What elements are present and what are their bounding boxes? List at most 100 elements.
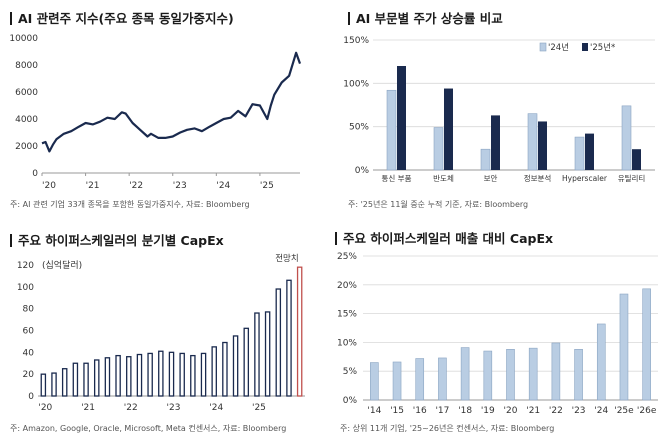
capex-bar	[136, 353, 143, 397]
x-tick-label: '19	[481, 406, 495, 416]
x-tick-label: 유틸리티	[618, 174, 646, 183]
x-tick-label: '15	[390, 406, 404, 416]
capex-bar	[40, 373, 47, 397]
bar	[397, 66, 406, 170]
chart4-title: 주요 하이퍼스케일러 매출 대비 CapEx	[335, 228, 553, 247]
bar	[574, 136, 585, 171]
y-tick-label: 20	[23, 370, 35, 380]
ratio-bar	[483, 350, 493, 401]
bar	[386, 89, 397, 171]
title-marker	[10, 234, 12, 247]
chart4-note: 주: 상위 11개 기업, '25~26년은 컨센서스, 자료: Bloombe…	[340, 424, 555, 433]
x-tick-label: Hyperscaler	[562, 174, 608, 183]
capex-bar	[104, 357, 111, 397]
x-tick-label: '24	[216, 181, 230, 191]
capex-bar	[243, 327, 250, 397]
y-tick-label: 6000	[15, 88, 38, 98]
capex-bar	[296, 266, 303, 397]
capex-bar	[147, 352, 153, 397]
capex-bar	[179, 352, 185, 397]
title-marker	[10, 12, 12, 25]
chart1-note: 주: AI 관련 기업 33개 종목을 포함한 동일가중지수, 자료: Bloo…	[10, 200, 250, 209]
ratio-bar	[370, 362, 379, 401]
bar	[632, 149, 641, 170]
forecast-annotation: 전망치	[275, 253, 298, 264]
capex-bar	[286, 279, 292, 397]
bar	[480, 148, 491, 171]
chart3-note: 주: Amazon, Google, Oracle, Microsoft, Me…	[10, 424, 287, 433]
capex-bar	[72, 362, 79, 397]
ratio-bar	[619, 293, 629, 401]
y-tick-label: 10%	[337, 338, 357, 348]
y-tick-label: 100	[17, 283, 34, 293]
x-tick-label: '22	[124, 403, 138, 413]
ratio-bar	[392, 361, 402, 401]
capex-bar	[232, 335, 239, 397]
capex-bar	[168, 351, 175, 397]
bar	[538, 121, 547, 170]
y-tick-label: 40	[23, 348, 35, 358]
chart4-title-text: 주요 하이퍼스케일러 매출 대비 CapEx	[343, 231, 554, 246]
capex-bar	[93, 359, 100, 397]
chart3-title: 주요 하이퍼스케일러의 분기별 CapEx	[10, 230, 224, 249]
capex-bar	[158, 350, 164, 397]
y-tick-label: 150%	[343, 36, 369, 46]
unit-label: (십억달러)	[42, 259, 82, 271]
y-tick-label: 80	[23, 305, 35, 315]
chart1-title-text: AI 관련주 지수(주요 종목 동일가중지수)	[18, 11, 234, 26]
x-tick-label: '26e	[637, 406, 657, 416]
chart3-bar-chart: 0 20 40 60 80 100 120 (십억달러) '20 '21 '22 '23 '24 '25 전…	[17, 253, 305, 413]
chart2-title-text: AI 부문별 주가 상승률 비교	[356, 11, 503, 26]
y-tick-label: 2000	[15, 142, 38, 152]
ratio-bar	[438, 357, 447, 401]
capex-bar	[115, 354, 121, 397]
capex-bar	[61, 368, 68, 397]
capex-bar	[275, 288, 282, 397]
x-tick-label: '25	[252, 403, 266, 413]
ratio-bar	[506, 349, 515, 401]
x-tick-label: '14	[367, 406, 381, 416]
capex-bar	[211, 346, 217, 397]
y-tick-label: 25%	[337, 252, 357, 262]
ratio-bar	[574, 349, 583, 401]
x-tick-label: '18	[458, 406, 472, 416]
y-tick-label: 50%	[349, 123, 369, 133]
ratio-bar	[528, 347, 538, 401]
chart1-title: AI 관련주 지수(주요 종목 동일가중지수)	[10, 8, 234, 27]
capex-bar	[51, 372, 57, 397]
legend-label: '25년*	[590, 42, 615, 53]
y-tick-label: 5%	[343, 367, 358, 377]
ratio-bar	[596, 323, 606, 401]
bar	[491, 115, 500, 170]
ratio-bar	[415, 358, 425, 401]
ratio-bar	[460, 347, 470, 401]
x-tick-label: '25	[260, 181, 274, 191]
x-tick-label: '21	[86, 181, 100, 191]
x-tick-label: '23	[173, 181, 187, 191]
capex-bar	[126, 356, 132, 397]
x-tick-label: 보안	[484, 173, 498, 183]
ratio-bar	[551, 342, 561, 401]
y-tick-label: 100%	[343, 79, 369, 89]
legend-swatch	[539, 42, 547, 52]
bar	[527, 113, 538, 171]
x-tick-label: '25e	[614, 406, 634, 416]
y-tick-label: 0	[28, 392, 34, 402]
legend-swatch	[582, 43, 588, 51]
x-tick-label: '22	[549, 406, 563, 416]
y-tick-label: 10000	[9, 34, 38, 44]
capex-bar	[264, 311, 271, 397]
y-tick-label: 15%	[337, 310, 357, 320]
y-tick-label: 8000	[15, 61, 38, 71]
capex-bar	[254, 312, 260, 397]
ratio-bar	[642, 288, 651, 401]
chart2-title: AI 부문별 주가 상승률 비교	[348, 8, 503, 27]
chart2-note: 주: '25년은 11월 중순 누적 기준, 자료: Bloomberg	[348, 200, 529, 209]
x-tick-label: 통신 부품	[382, 174, 412, 183]
x-tick-label: '17	[435, 406, 449, 416]
x-tick-label: '24	[594, 406, 608, 416]
y-tick-label: 0%	[343, 396, 358, 406]
capex-bar	[222, 341, 228, 397]
x-tick-label: '22	[129, 181, 143, 191]
capex-bar	[200, 352, 207, 397]
